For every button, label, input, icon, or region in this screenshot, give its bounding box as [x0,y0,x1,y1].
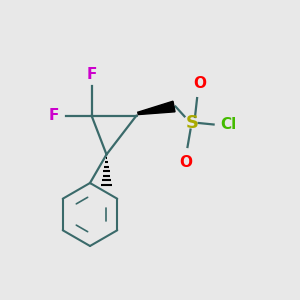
Text: F: F [49,108,59,123]
Text: S: S [185,114,199,132]
Polygon shape [138,101,175,115]
Text: Cl: Cl [220,117,237,132]
Text: O: O [179,155,193,170]
Text: F: F [86,67,97,82]
Text: O: O [193,76,206,91]
